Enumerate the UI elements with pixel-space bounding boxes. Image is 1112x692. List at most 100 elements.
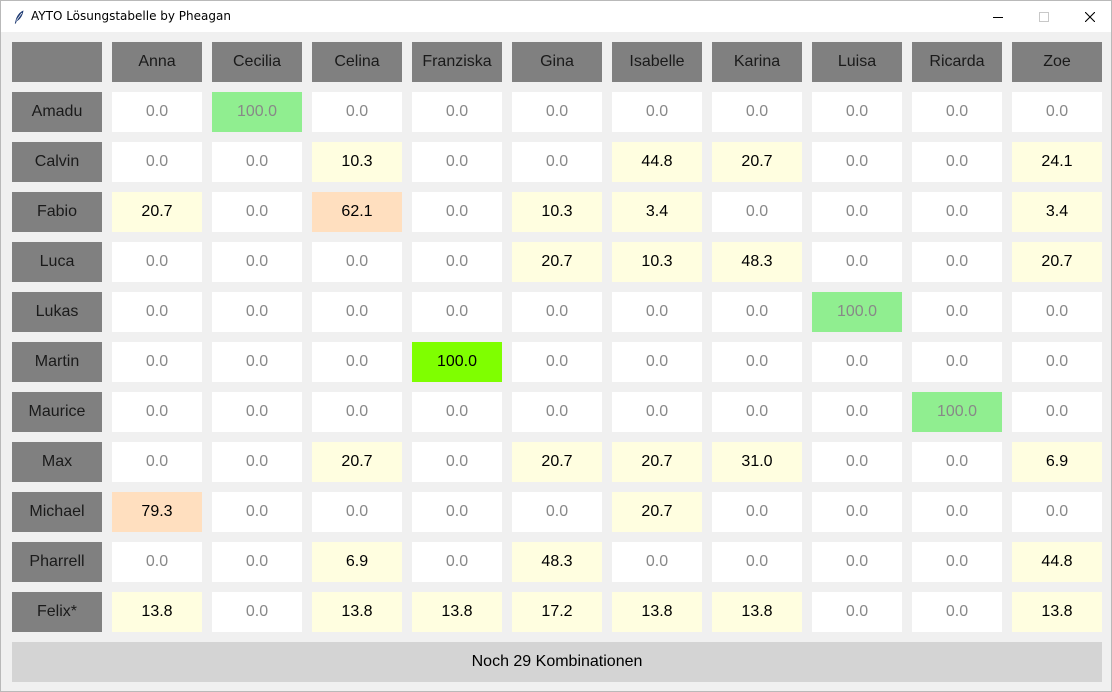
probability-cell[interactable]: 0.0 bbox=[212, 142, 302, 182]
probability-cell[interactable]: 44.8 bbox=[1012, 542, 1102, 582]
probability-cell[interactable]: 0.0 bbox=[212, 192, 302, 232]
probability-cell[interactable]: 0.0 bbox=[212, 342, 302, 382]
probability-cell[interactable]: 3.4 bbox=[1012, 192, 1102, 232]
probability-cell[interactable]: 0.0 bbox=[612, 392, 702, 432]
probability-cell[interactable]: 0.0 bbox=[812, 342, 902, 382]
probability-cell[interactable]: 0.0 bbox=[112, 292, 202, 332]
probability-cell[interactable]: 0.0 bbox=[912, 342, 1002, 382]
probability-cell[interactable]: 0.0 bbox=[312, 342, 402, 382]
probability-cell[interactable]: 0.0 bbox=[912, 192, 1002, 232]
probability-cell[interactable]: 0.0 bbox=[1012, 292, 1102, 332]
probability-cell[interactable]: 0.0 bbox=[612, 542, 702, 582]
probability-cell[interactable]: 0.0 bbox=[212, 592, 302, 632]
probability-cell[interactable]: 0.0 bbox=[412, 492, 502, 532]
probability-cell[interactable]: 0.0 bbox=[612, 292, 702, 332]
probability-cell[interactable]: 0.0 bbox=[312, 292, 402, 332]
probability-cell[interactable]: 0.0 bbox=[812, 542, 902, 582]
probability-cell[interactable]: 0.0 bbox=[212, 392, 302, 432]
probability-cell[interactable]: 0.0 bbox=[1012, 342, 1102, 382]
probability-cell[interactable]: 20.7 bbox=[512, 242, 602, 282]
probability-cell[interactable]: 0.0 bbox=[112, 392, 202, 432]
probability-cell[interactable]: 0.0 bbox=[612, 92, 702, 132]
probability-cell[interactable]: 0.0 bbox=[912, 592, 1002, 632]
probability-cell[interactable]: 0.0 bbox=[512, 292, 602, 332]
probability-cell[interactable]: 0.0 bbox=[412, 392, 502, 432]
probability-cell[interactable]: 0.0 bbox=[712, 392, 802, 432]
probability-cell[interactable]: 100.0 bbox=[912, 392, 1002, 432]
probability-cell[interactable]: 0.0 bbox=[712, 192, 802, 232]
probability-cell[interactable]: 10.3 bbox=[512, 192, 602, 232]
minimize-button[interactable] bbox=[975, 1, 1021, 32]
probability-cell[interactable]: 0.0 bbox=[1012, 392, 1102, 432]
probability-cell[interactable]: 0.0 bbox=[512, 492, 602, 532]
probability-cell[interactable]: 79.3 bbox=[112, 492, 202, 532]
probability-cell[interactable]: 0.0 bbox=[712, 542, 802, 582]
probability-cell[interactable]: 0.0 bbox=[912, 442, 1002, 482]
probability-cell[interactable]: 10.3 bbox=[312, 142, 402, 182]
probability-cell[interactable]: 0.0 bbox=[512, 142, 602, 182]
probability-cell[interactable]: 13.8 bbox=[1012, 592, 1102, 632]
probability-cell[interactable]: 0.0 bbox=[812, 142, 902, 182]
probability-cell[interactable]: 0.0 bbox=[112, 142, 202, 182]
probability-cell[interactable]: 0.0 bbox=[312, 242, 402, 282]
probability-cell[interactable]: 13.8 bbox=[412, 592, 502, 632]
probability-cell[interactable]: 0.0 bbox=[112, 92, 202, 132]
probability-cell[interactable]: 0.0 bbox=[212, 442, 302, 482]
probability-cell[interactable]: 44.8 bbox=[612, 142, 702, 182]
probability-cell[interactable]: 20.7 bbox=[612, 492, 702, 532]
probability-cell[interactable]: 0.0 bbox=[112, 442, 202, 482]
probability-cell[interactable]: 0.0 bbox=[712, 492, 802, 532]
probability-cell[interactable]: 100.0 bbox=[812, 292, 902, 332]
probability-cell[interactable]: 0.0 bbox=[1012, 92, 1102, 132]
probability-cell[interactable]: 48.3 bbox=[512, 542, 602, 582]
probability-cell[interactable]: 20.7 bbox=[1012, 242, 1102, 282]
maximize-button[interactable] bbox=[1021, 1, 1067, 32]
title-bar[interactable]: AYTO Lösungstabelle by Pheagan bbox=[1, 1, 1111, 32]
probability-cell[interactable]: 0.0 bbox=[712, 92, 802, 132]
probability-cell[interactable]: 0.0 bbox=[112, 342, 202, 382]
probability-cell[interactable]: 0.0 bbox=[812, 92, 902, 132]
probability-cell[interactable]: 48.3 bbox=[712, 242, 802, 282]
probability-cell[interactable]: 0.0 bbox=[512, 92, 602, 132]
probability-cell[interactable]: 0.0 bbox=[612, 342, 702, 382]
probability-cell[interactable]: 13.8 bbox=[112, 592, 202, 632]
probability-cell[interactable]: 0.0 bbox=[212, 542, 302, 582]
probability-cell[interactable]: 6.9 bbox=[312, 542, 402, 582]
probability-cell[interactable]: 100.0 bbox=[212, 92, 302, 132]
probability-cell[interactable]: 0.0 bbox=[912, 142, 1002, 182]
probability-cell[interactable]: 0.0 bbox=[412, 442, 502, 482]
probability-cell[interactable]: 0.0 bbox=[212, 292, 302, 332]
probability-cell[interactable]: 0.0 bbox=[712, 292, 802, 332]
probability-cell[interactable]: 3.4 bbox=[612, 192, 702, 232]
probability-cell[interactable]: 10.3 bbox=[612, 242, 702, 282]
probability-cell[interactable]: 0.0 bbox=[312, 392, 402, 432]
probability-cell[interactable]: 13.8 bbox=[612, 592, 702, 632]
probability-cell[interactable]: 0.0 bbox=[412, 192, 502, 232]
probability-cell[interactable]: 20.7 bbox=[612, 442, 702, 482]
probability-cell[interactable]: 0.0 bbox=[112, 242, 202, 282]
probability-cell[interactable]: 31.0 bbox=[712, 442, 802, 482]
probability-cell[interactable]: 62.1 bbox=[312, 192, 402, 232]
probability-cell[interactable]: 20.7 bbox=[112, 192, 202, 232]
probability-cell[interactable]: 20.7 bbox=[712, 142, 802, 182]
probability-cell[interactable]: 0.0 bbox=[812, 492, 902, 532]
probability-cell[interactable]: 0.0 bbox=[312, 492, 402, 532]
probability-cell[interactable]: 0.0 bbox=[912, 242, 1002, 282]
probability-cell[interactable]: 24.1 bbox=[1012, 142, 1102, 182]
probability-cell[interactable]: 13.8 bbox=[312, 592, 402, 632]
probability-cell[interactable]: 0.0 bbox=[112, 542, 202, 582]
probability-cell[interactable]: 0.0 bbox=[712, 342, 802, 382]
probability-cell[interactable]: 0.0 bbox=[312, 92, 402, 132]
probability-cell[interactable]: 0.0 bbox=[1012, 492, 1102, 532]
probability-cell[interactable]: 0.0 bbox=[912, 92, 1002, 132]
probability-cell[interactable]: 0.0 bbox=[812, 192, 902, 232]
probability-cell[interactable]: 6.9 bbox=[1012, 442, 1102, 482]
probability-cell[interactable]: 100.0 bbox=[412, 342, 502, 382]
probability-cell[interactable]: 0.0 bbox=[412, 92, 502, 132]
probability-cell[interactable]: 0.0 bbox=[412, 242, 502, 282]
probability-cell[interactable]: 0.0 bbox=[212, 492, 302, 532]
probability-cell[interactable]: 13.8 bbox=[712, 592, 802, 632]
probability-cell[interactable]: 0.0 bbox=[812, 592, 902, 632]
probability-cell[interactable]: 0.0 bbox=[512, 342, 602, 382]
probability-cell[interactable]: 0.0 bbox=[412, 142, 502, 182]
